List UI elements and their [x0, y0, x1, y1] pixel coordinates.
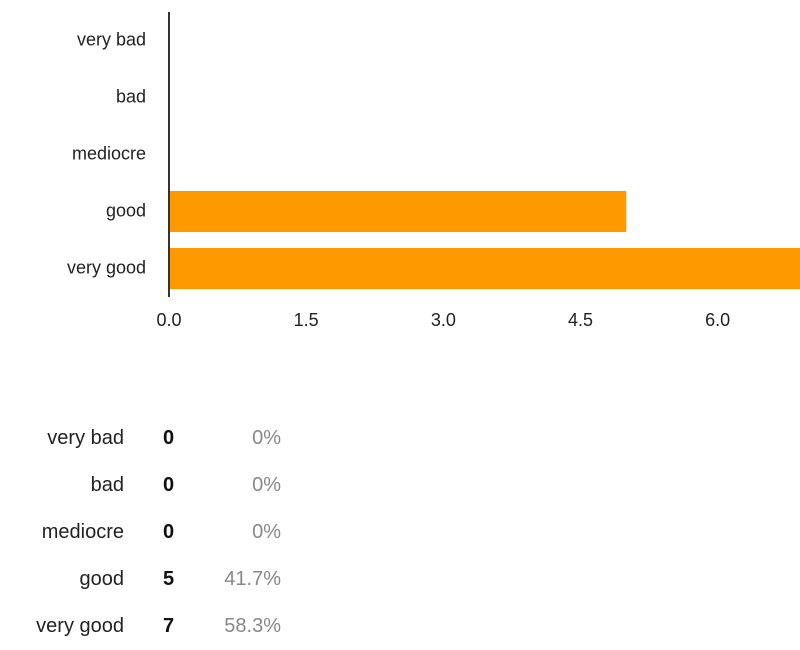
summary-row: good 5 41.7% — [0, 556, 300, 603]
summary-percent: 0% — [252, 427, 281, 449]
summary-row: bad 0 0% — [0, 462, 300, 509]
summary-label: bad — [90, 474, 124, 496]
summary-label: very bad — [47, 427, 124, 449]
bar — [169, 247, 800, 290]
bar — [169, 190, 627, 233]
x-tick-labels: 0.0 1.5 3.0 4.5 6.0 — [156, 310, 730, 330]
x-tick-label: 1.5 — [294, 310, 319, 330]
summary-table: very bad 0 0% bad 0 0% mediocre 0 0% goo… — [0, 415, 300, 650]
summary-percent: 0% — [252, 521, 281, 543]
summary-count: 5 — [163, 568, 175, 590]
summary-row: mediocre 0 0% — [0, 509, 300, 556]
summary-label: mediocre — [41, 521, 124, 543]
category-label: good — [106, 200, 146, 220]
summary-count: 0 — [163, 474, 175, 496]
summary-count: 7 — [163, 615, 175, 637]
category-label: bad — [116, 86, 146, 106]
x-tick-label: 0.0 — [156, 310, 181, 330]
category-label: very good — [67, 257, 146, 277]
summary-row: very bad 0 0% — [0, 415, 300, 462]
bars-group — [169, 190, 800, 290]
summary-percent: 41.7% — [224, 568, 281, 590]
x-tick-label: 4.5 — [568, 310, 593, 330]
x-tick-label: 6.0 — [705, 310, 730, 330]
bar-chart: very bad bad mediocre good very good 0.0 1.5 3… — [67, 12, 800, 330]
category-label: mediocre — [72, 143, 146, 163]
category-label: very bad — [77, 29, 146, 49]
summary-count: 0 — [163, 521, 175, 543]
x-tick-label: 3.0 — [431, 310, 456, 330]
summary-count: 0 — [163, 427, 175, 449]
category-labels: very bad bad mediocre good very good — [67, 29, 146, 277]
summary-label: good — [79, 568, 125, 590]
summary-percent: 0% — [252, 474, 281, 496]
